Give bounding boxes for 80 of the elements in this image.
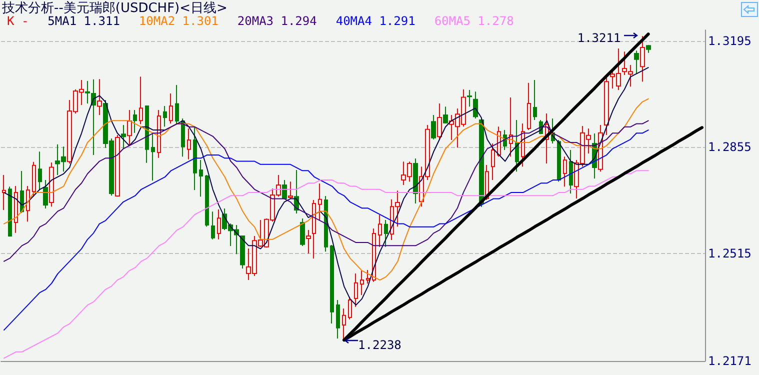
candlestick [97, 78, 102, 116]
candlestick [282, 180, 287, 199]
candlestick [181, 118, 185, 158]
candlestick [473, 91, 478, 119]
candlestick [288, 181, 293, 199]
candlestick [634, 50, 639, 74]
candlestick [533, 80, 537, 121]
text: 60MA5 1.278 [434, 14, 514, 28]
y-tick-label: 1.3195 [708, 34, 752, 48]
candlestick [431, 114, 436, 140]
candlestick [640, 35, 645, 82]
candlestick [32, 161, 36, 198]
annotation: 1.3211 [577, 30, 621, 45]
candlestick [133, 110, 137, 134]
line-series [3, 120, 649, 262]
candlestick [509, 97, 513, 158]
candlestick [378, 214, 382, 248]
candlestick [139, 76, 143, 125]
text: K - [7, 14, 29, 28]
candlestick [163, 105, 167, 128]
text: 40MA4 1.291 [336, 14, 416, 28]
line-series [3, 67, 649, 306]
candlestick [443, 106, 448, 124]
candlestick [193, 126, 197, 191]
candlestick [217, 208, 221, 240]
candlestick [330, 244, 334, 324]
line-series [3, 98, 649, 281]
candlestick [604, 76, 609, 136]
y-tick-label: 1.2171 [708, 354, 752, 368]
candlestick [115, 134, 120, 198]
text: 10MA2 1.301 [138, 14, 218, 28]
candlestick [20, 170, 24, 212]
candlestick [14, 185, 18, 234]
candlestick [336, 300, 340, 339]
candlestick [413, 158, 418, 204]
chart-title: 技术分析--美元瑞郎(USDCHF)<日线> [1, 0, 228, 16]
candlestick [169, 92, 173, 124]
text: 5MA1 1.311 [48, 14, 120, 28]
candlestick [157, 110, 161, 158]
candlestick [354, 272, 358, 308]
candlestick [145, 105, 149, 164]
candlestick [211, 211, 215, 240]
candlestick [569, 150, 573, 194]
candlestick [491, 142, 495, 181]
candlestick [199, 160, 203, 198]
candlestick [563, 156, 567, 188]
candlestick [318, 182, 322, 221]
candlestick [384, 220, 388, 248]
candlestick [2, 174, 6, 211]
candlestick [121, 124, 126, 149]
y-tick-label: 1.2515 [708, 246, 752, 260]
candlestick [467, 90, 472, 108]
candlestick [527, 82, 531, 131]
candlestick [187, 128, 191, 160]
candlestick [300, 218, 305, 246]
candlestick [175, 84, 179, 124]
candlestick [360, 270, 364, 296]
candlestick [312, 200, 316, 259]
candlestick [348, 296, 352, 320]
candlestick [366, 270, 370, 284]
y-tick-label: 1.2855 [708, 140, 752, 154]
candlestick [49, 162, 54, 208]
line-series [3, 170, 649, 359]
candlestick [38, 151, 42, 191]
candlestick [515, 120, 519, 172]
candlestick [26, 185, 30, 222]
candlestick [306, 230, 311, 254]
candlestick [8, 186, 12, 238]
candlestick [437, 102, 442, 141]
line-series [3, 130, 649, 331]
candlestick [240, 235, 245, 269]
candlestick [43, 180, 48, 209]
annotation: 1.2238 [358, 338, 402, 352]
text: 20MA3 1.294 [237, 14, 317, 28]
candlestick [646, 44, 651, 54]
candlestick [151, 132, 155, 182]
candlestick [342, 308, 346, 341]
candlestick [127, 110, 132, 146]
candlestick [205, 174, 209, 228]
candlestick [557, 140, 561, 182]
